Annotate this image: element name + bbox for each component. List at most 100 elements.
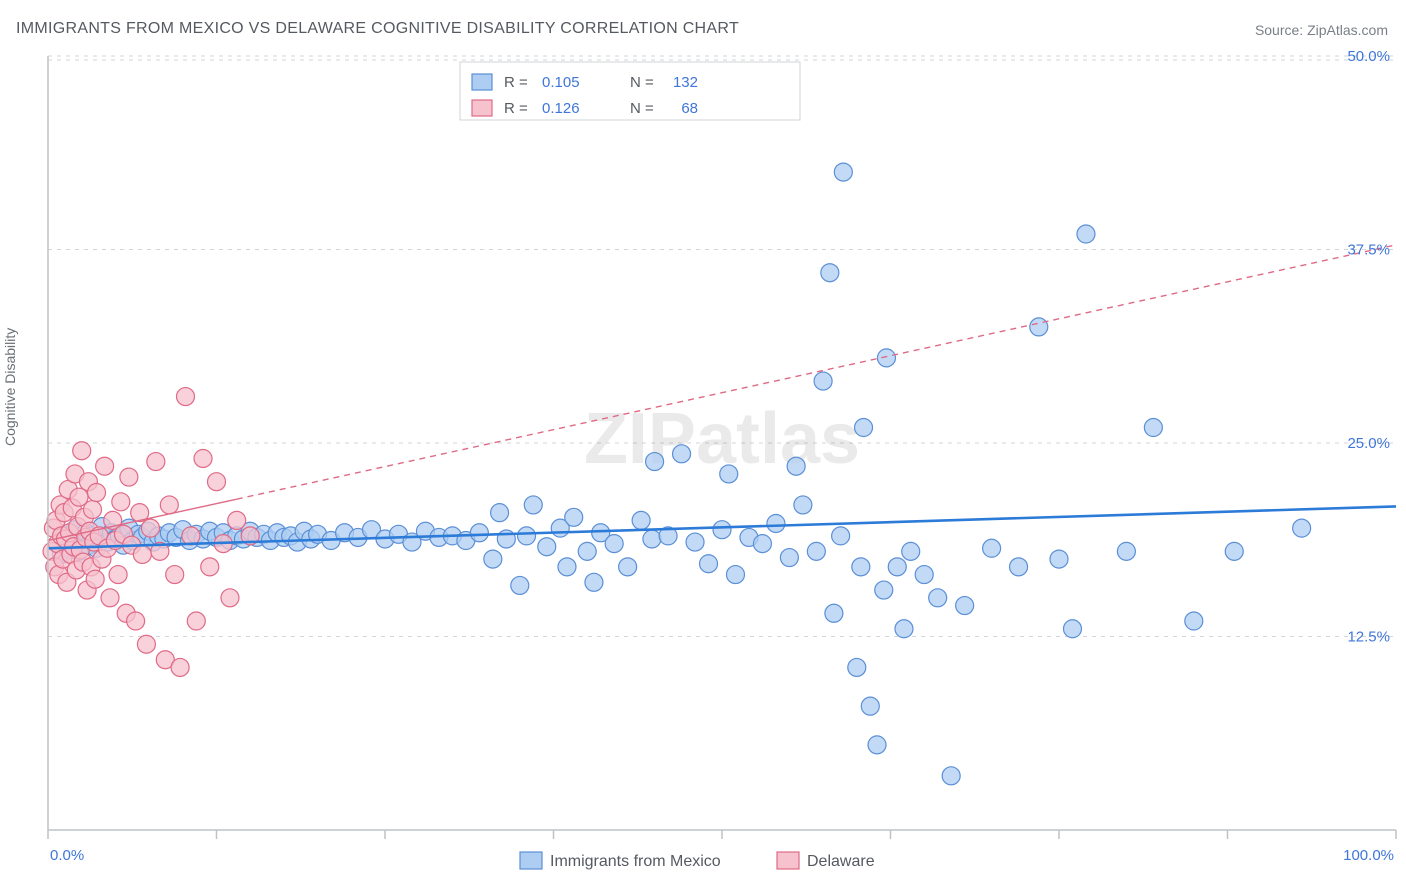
data-point [73,442,91,460]
data-point [888,558,906,576]
data-point [538,538,556,556]
data-point [171,658,189,676]
legend-stat-label: N = [630,100,654,117]
data-point [875,581,893,599]
legend-n-value: 132 [673,74,698,91]
data-point [470,524,488,542]
data-point [1010,558,1028,576]
data-point [166,566,184,584]
legend-n-value: 68 [681,100,698,117]
chart-container: IMMIGRANTS FROM MEXICO VS DELAWARE COGNI… [0,0,1406,892]
watermark: ZIPatlas [584,399,860,479]
y-tick-label: 37.5% [1347,242,1390,259]
legend-swatch [472,100,492,116]
x-tick-label: 0.0% [50,847,84,864]
data-point [1077,225,1095,243]
legend-swatch [472,74,492,90]
data-point [780,549,798,567]
y-tick-label: 25.0% [1347,435,1390,452]
data-point [852,558,870,576]
legend-series-label: Delaware [807,853,875,870]
scatter-chart: ZIPatlas0.0%100.0%12.5%25.0%37.5%50.0%R … [0,0,1406,892]
data-point [861,697,879,715]
data-point [558,558,576,576]
data-point [787,457,805,475]
data-point [565,508,583,526]
data-point [109,566,127,584]
data-point [895,620,913,638]
data-point [686,533,704,551]
data-point [524,496,542,514]
data-point [834,163,852,181]
data-point [673,445,691,463]
data-point [101,589,119,607]
data-point [1063,620,1081,638]
data-point [643,530,661,548]
data-point [619,558,637,576]
data-point [133,545,151,563]
data-point [825,604,843,622]
data-point [137,635,155,653]
data-point [208,473,226,491]
data-point [194,449,212,467]
data-point [942,767,960,785]
data-point [120,468,138,486]
chart-title: IMMIGRANTS FROM MEXICO VS DELAWARE COGNI… [16,20,739,38]
legend-r-value: 0.105 [542,74,580,91]
data-point [902,542,920,560]
data-point [753,535,771,553]
data-point [700,555,718,573]
data-point [182,527,200,545]
data-point [767,514,785,532]
data-point [832,527,850,545]
data-point [83,501,101,519]
data-point [491,504,509,522]
data-point [726,566,744,584]
data-point [814,372,832,390]
data-point [646,453,664,471]
data-point [1144,419,1162,437]
data-point [585,573,603,591]
data-point [96,457,114,475]
x-tick-label: 100.0% [1343,847,1394,864]
data-point [868,736,886,754]
data-point [1050,550,1068,568]
data-point [160,496,178,514]
legend-stat-label: N = [630,74,654,91]
data-point [127,612,145,630]
data-point [821,264,839,282]
data-point [929,589,947,607]
data-point [578,542,596,560]
data-point [848,658,866,676]
legend-swatch [777,852,799,869]
data-point [713,521,731,539]
legend-series-label: Immigrants from Mexico [550,853,721,870]
y-axis-label: Cognitive Disability [2,328,18,446]
data-point [605,535,623,553]
data-point [88,484,106,502]
data-point [1117,542,1135,560]
data-point [176,388,194,406]
data-point [794,496,812,514]
source-attribution: Source: ZipAtlas.com [1255,22,1388,38]
data-point [221,589,239,607]
legend-r-value: 0.126 [542,100,580,117]
data-point [1185,612,1203,630]
data-point [147,453,165,471]
data-point [720,465,738,483]
data-point [983,539,1001,557]
data-point [228,511,246,529]
data-point [855,419,873,437]
data-point [86,570,104,588]
data-point [518,527,536,545]
data-point [201,558,219,576]
data-point [1293,519,1311,537]
legend-swatch [520,852,542,869]
data-point [632,511,650,529]
data-point [915,566,933,584]
data-point [807,542,825,560]
y-tick-label: 12.5% [1347,629,1390,646]
y-tick-label: 50.0% [1347,48,1390,65]
data-point [1225,542,1243,560]
data-point [511,576,529,594]
